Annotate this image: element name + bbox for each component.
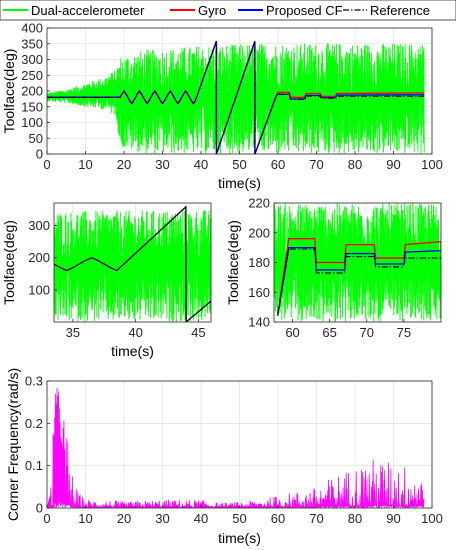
x-tick-label: 90: [386, 511, 400, 526]
x-axis-label: time(s): [111, 343, 154, 359]
plot-series: [274, 203, 441, 322]
y-tick-label: 100: [28, 282, 50, 297]
x-tick-label: 20: [117, 511, 131, 526]
y-tick-label: 200: [21, 84, 43, 99]
x-tick-label: 60: [271, 511, 285, 526]
y-tick-label: 200: [28, 250, 50, 265]
x-tick-label: 100: [421, 511, 443, 526]
series-reference: [54, 205, 211, 322]
y-tick-label: 250: [21, 68, 43, 83]
legend: Dual-accelerometer Gyro Proposed CF Refe…: [0, 0, 456, 21]
series-proposed-cf: [47, 41, 425, 154]
series-reference: [277, 248, 441, 317]
x-tick-label: 75: [397, 325, 411, 340]
y-tick-label: 200: [248, 225, 270, 240]
y-tick-label: 140: [248, 315, 270, 330]
x-tick-label: 100: [421, 157, 443, 172]
x-axis-label: time(s): [218, 175, 261, 191]
series-dual-accelerometer: [54, 210, 211, 322]
series-proposed-cf: [277, 246, 441, 315]
chart-corner-frequency: 0 10 20 30 40 50 60 70 80 90 100 0 0.1 0.2 0.3 time(s) C…: [5, 368, 443, 546]
plot-series: [54, 205, 211, 322]
y-tick-label: 350: [21, 36, 43, 51]
x-tick-label: 40: [128, 325, 142, 340]
y-tick-label: 50: [29, 131, 43, 146]
legend-box: [0, 0, 456, 21]
series-dual-accelerometer: [274, 203, 441, 322]
y-axis-label: Toolface(deg): [1, 220, 17, 305]
x-tick-label: 60: [271, 157, 285, 172]
y-tick-label: 300: [21, 52, 43, 67]
axes-frame: [53, 202, 212, 323]
x-tick-label: 40: [194, 157, 208, 172]
y-tick-label: 180: [248, 255, 270, 270]
y-tick-label: 400: [21, 21, 43, 36]
x-tick-label: 90: [386, 157, 400, 172]
x-tick-label: 80: [348, 157, 362, 172]
y-tick-label: 0.2: [25, 416, 43, 431]
x-tick-label: 45: [191, 325, 205, 340]
y-tick-label: 0: [36, 147, 43, 162]
y-tick-label: 0: [36, 501, 43, 516]
x-tick-label: 10: [78, 511, 92, 526]
y-tick-label: 100: [21, 115, 43, 130]
y-axis-label: Toolface(deg): [225, 220, 241, 305]
y-axis-label: Corner Frequency(rad/s): [5, 368, 21, 521]
legend-label-proposed-cf: Proposed CF: [266, 3, 343, 18]
x-tick-label: 50: [232, 157, 246, 172]
x-tick-label: 0: [43, 511, 50, 526]
x-tick-label: 35: [66, 325, 80, 340]
legend-label-gyro: Gyro: [198, 3, 226, 18]
chart-toolface-zoom-b: 60 65 70 75 140 160 180 200 220 Toolface(deg): [225, 196, 442, 340]
chart-toolface-zoom-a: 35 40 45 100 200 300 time(s) Toolface(deg): [1, 202, 212, 359]
y-tick-label: 160: [248, 285, 270, 300]
legend-label-reference: Reference: [370, 3, 430, 18]
x-tick-label: 70: [360, 325, 374, 340]
y-tick-label: 300: [28, 218, 50, 233]
y-axis-label: Toolface(deg): [1, 49, 17, 134]
y-tick-label: 0.1: [25, 458, 43, 473]
plot-series: [47, 41, 425, 154]
x-tick-label: 70: [309, 157, 323, 172]
x-tick-label: 10: [78, 157, 92, 172]
x-tick-label: 60: [285, 325, 299, 340]
x-tick-label: 30: [155, 511, 169, 526]
legend-label-dual-accelerometer: Dual-accelerometer: [31, 3, 145, 18]
x-tick-label: 0: [43, 157, 50, 172]
series-dual-accelerometer: [47, 43, 425, 154]
y-tick-label: 0.3: [25, 374, 43, 389]
x-tick-label: 80: [348, 511, 362, 526]
y-tick-label: 150: [21, 99, 43, 114]
y-tick-label: 220: [248, 196, 270, 211]
x-tick-label: 65: [322, 325, 336, 340]
x-tick-label: 20: [117, 157, 131, 172]
series-gyro: [277, 238, 441, 315]
x-tick-label: 70: [309, 511, 323, 526]
x-tick-label: 40: [194, 511, 208, 526]
x-tick-label: 50: [232, 511, 246, 526]
x-axis-label: time(s): [218, 530, 261, 546]
chart-toolface-full: 0 10 20 30 40 50 60 70 80 90 100050100150200250300…: [1, 21, 443, 192]
x-tick-label: 30: [155, 157, 169, 172]
